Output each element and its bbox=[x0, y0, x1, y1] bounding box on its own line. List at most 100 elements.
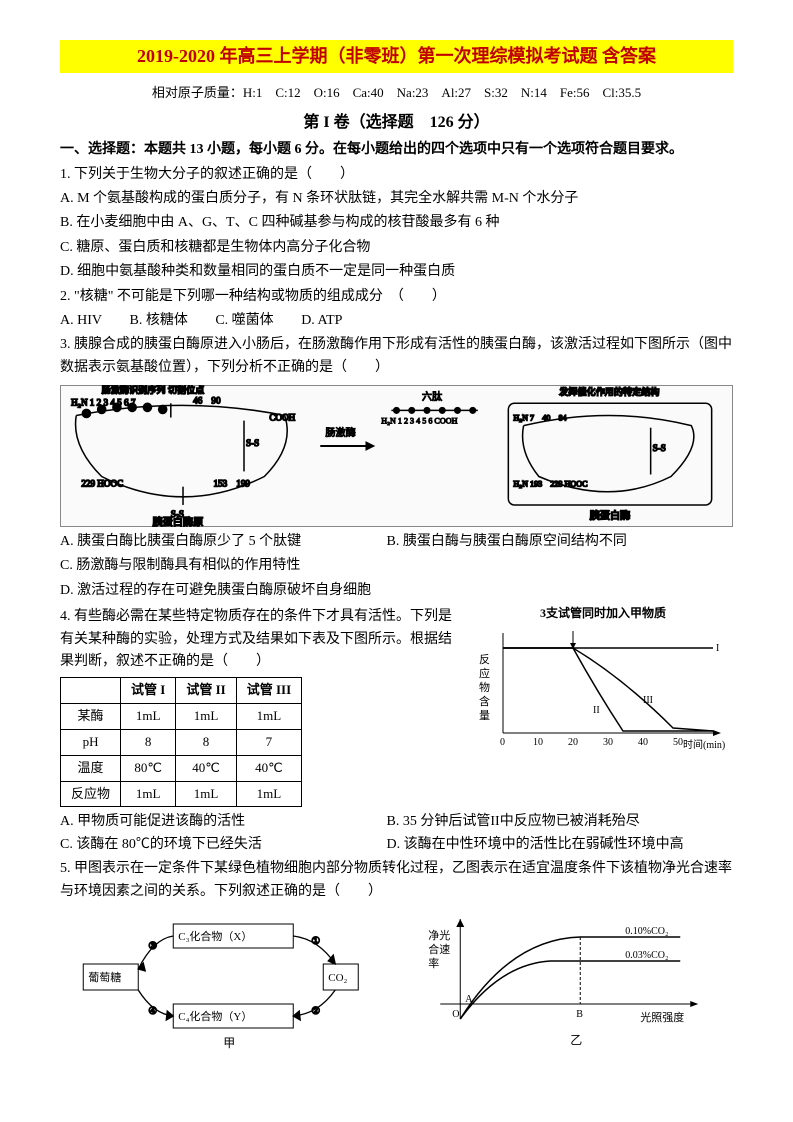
q4-opts-cd: C. 该酶在 80℃的环境下已经失活 D. 该酶在中性环境中的活性比在弱碱性环境… bbox=[60, 834, 733, 856]
svg-text:30: 30 bbox=[603, 737, 613, 748]
q1-opt-d: D. 细胞中氨基酸种类和数量相同的蛋白质不一定是同一种蛋白质 bbox=[60, 261, 733, 283]
q2-opt-c: C. 噬菌体 bbox=[215, 310, 273, 332]
q4-table: 试管 I 试管 II 试管 III 某酶1mL1mL1mL pH887 温度80… bbox=[60, 677, 302, 807]
q4-chart: 反 应 物 含 量 01020 304050 时间(min) I I bbox=[473, 623, 733, 753]
svg-text:率: 率 bbox=[428, 956, 439, 970]
q4-th-0 bbox=[61, 678, 121, 704]
svg-text:③: ③ bbox=[148, 941, 157, 952]
svg-text:光照强度: 光照强度 bbox=[640, 1010, 684, 1024]
q5-left-diagram: 葡萄糖 C₃化合物（X） CO₂ C₄化合物（Y） ③ ① ② ④ 甲 bbox=[60, 909, 387, 1049]
section-header: 第 I 卷（选择题 126 分） bbox=[60, 110, 733, 136]
atomic-mass-line: 相对原子质量：H:1 C:12 O:16 Ca:40 Na:23 Al:27 S… bbox=[60, 83, 733, 104]
q3-opt-a: A. 胰蛋白酶比胰蛋白酶原少了 5 个肽键 bbox=[60, 531, 383, 553]
svg-text:CO₂: CO₂ bbox=[328, 972, 347, 984]
svg-text:46 90: 46 90 bbox=[193, 395, 221, 405]
svg-text:含: 含 bbox=[479, 694, 490, 708]
svg-text:乙: 乙 bbox=[570, 1033, 582, 1047]
svg-text:量: 量 bbox=[479, 709, 490, 722]
q4-opts-ab: A. 甲物质可能促进该酶的活性 B. 35 分钟后试管II中反应物已被消耗殆尽 bbox=[60, 811, 733, 833]
svg-text:肠激酶: 肠激酶 bbox=[325, 426, 355, 439]
svg-text:合速: 合速 bbox=[428, 942, 450, 956]
svg-text:O: O bbox=[452, 1009, 459, 1020]
q4-opt-b: B. 35 分钟后试管II中反应物已被消耗殆尽 bbox=[387, 811, 710, 833]
svg-text:①: ① bbox=[311, 936, 320, 947]
svg-text:III: III bbox=[643, 695, 653, 706]
svg-text:H₂N 193 223 HOOC: H₂N 193 223 HOOC bbox=[513, 480, 587, 489]
q3-stem: 3. 胰腺合成的胰蛋白酶原进入小肠后，在肠激酶作用下形成有活性的胰蛋白酶，该激活… bbox=[60, 334, 733, 379]
cell: 8 bbox=[121, 730, 176, 756]
q2-options: A. HIV B. 核糖体 C. 噬菌体 D. ATP bbox=[60, 310, 733, 332]
q3-diagram: S-S S-S H₂N 1 2 3 4 5 6 7 46 90 COOH 153… bbox=[60, 385, 733, 527]
svg-text:I: I bbox=[716, 643, 719, 654]
q1-opt-b: B. 在小麦细胞中由 A、G、T、C 四种碱基参与构成的核苷酸最多有 6 种 bbox=[60, 212, 733, 234]
ylabel: 反 bbox=[479, 653, 490, 666]
q3-opt-c: C. 肠激酶与限制酶具有相似的作用特性 bbox=[60, 555, 733, 577]
q1-opt-c: C. 糖原、蛋白质和核糖都是生物体内高分子化合物 bbox=[60, 237, 733, 259]
q5-right-diagram: 净光 合速 率 光照强度 0.10%CO₂ 0.03%CO₂ O A B 乙 bbox=[407, 909, 734, 1049]
svg-text:胰蛋白酶: 胰蛋白酶 bbox=[590, 509, 631, 522]
cell: 40℃ bbox=[236, 755, 301, 781]
svg-text:C₄化合物（Y）: C₄化合物（Y） bbox=[178, 1009, 252, 1023]
cell: pH bbox=[61, 730, 121, 756]
cell: 7 bbox=[236, 730, 301, 756]
cell: 1mL bbox=[121, 781, 176, 807]
svg-text:六肽: 六肽 bbox=[422, 390, 442, 403]
q2-opt-b: B. 核糖体 bbox=[130, 310, 188, 332]
q3-options: A. 胰蛋白酶比胰蛋白酶原少了 5 个肽键 B. 胰蛋白酶与胰蛋白酶原空间结构不… bbox=[60, 531, 733, 553]
q1-opt-a: A. M 个氨基酸构成的蛋白质分子，有 N 条环状肽链，其完全水解共需 M-N … bbox=[60, 188, 733, 210]
q4-th-1: 试管 I bbox=[121, 678, 176, 704]
q4-opt-a: A. 甲物质可能促进该酶的活性 bbox=[60, 811, 383, 833]
cell: 80℃ bbox=[121, 755, 176, 781]
svg-text:应: 应 bbox=[479, 666, 490, 680]
svg-text:发挥催化作用的特定结构: 发挥催化作用的特定结构 bbox=[559, 386, 659, 397]
svg-text:50: 50 bbox=[673, 737, 683, 748]
xlabel: 时间(min) bbox=[683, 738, 725, 751]
svg-text:B: B bbox=[576, 1009, 583, 1020]
q2-opt-a: A. HIV bbox=[60, 310, 102, 332]
cell: 8 bbox=[176, 730, 236, 756]
svg-text:H₂N 7 40 84: H₂N 7 40 84 bbox=[513, 414, 566, 423]
svg-text:0.03%CO₂: 0.03%CO₂ bbox=[625, 950, 668, 961]
svg-text:COOH: COOH bbox=[269, 413, 295, 423]
q3-opt-d: D. 激活过程的存在可避免胰蛋白酶原破坏自身细胞 bbox=[60, 580, 733, 602]
cell: 1mL bbox=[236, 704, 301, 730]
svg-text:C₃化合物（X）: C₃化合物（X） bbox=[178, 929, 252, 943]
svg-text:胰蛋白酶原: 胰蛋白酶原 bbox=[153, 515, 204, 527]
cell: 1mL bbox=[236, 781, 301, 807]
q4-opt-d: D. 该酶在中性环境中的活性比在弱碱性环境中高 bbox=[387, 834, 710, 856]
svg-text:20: 20 bbox=[568, 737, 578, 748]
svg-text:A: A bbox=[465, 994, 473, 1005]
q5-stem: 5. 甲图表示在一定条件下某绿色植物细胞内部分物质转化过程，乙图表示在适宜温度条… bbox=[60, 858, 733, 903]
q4-opt-c: C. 该酶在 80℃的环境下已经失活 bbox=[60, 834, 383, 856]
cell: 温度 bbox=[61, 755, 121, 781]
svg-text:葡萄糖: 葡萄糖 bbox=[88, 970, 121, 984]
svg-text:S-S: S-S bbox=[246, 438, 259, 448]
cell: 40℃ bbox=[176, 755, 236, 781]
cell: 反应物 bbox=[61, 781, 121, 807]
svg-text:0.10%CO₂: 0.10%CO₂ bbox=[625, 926, 668, 937]
svg-text:153 199: 153 199 bbox=[214, 479, 251, 489]
svg-text:H₂N 1 2 3 4 5 6 COOH: H₂N 1 2 3 4 5 6 COOH bbox=[381, 417, 457, 426]
instructions: 一、选择题：本题共 13 小题，每小题 6 分。在每小题给出的四个选项中只有一个… bbox=[60, 139, 733, 161]
q4-th-2: 试管 II bbox=[176, 678, 236, 704]
page-title: 2019-2020 年高三上学期（非零班）第一次理综模拟考试题 含答案 bbox=[60, 40, 733, 73]
cell: 1mL bbox=[176, 704, 236, 730]
svg-text:H₂N 1 2 3 4 5 6 7: H₂N 1 2 3 4 5 6 7 bbox=[71, 397, 136, 407]
svg-text:②: ② bbox=[311, 1006, 320, 1017]
cell: 某酶 bbox=[61, 704, 121, 730]
q4-th-3: 试管 III bbox=[236, 678, 301, 704]
svg-text:物: 物 bbox=[479, 680, 490, 694]
svg-text:0: 0 bbox=[500, 737, 505, 748]
cell: 1mL bbox=[121, 704, 176, 730]
q1-stem: 1. 下列关于生物大分子的叙述正确的是（ ） bbox=[60, 164, 733, 186]
svg-text:净光: 净光 bbox=[428, 928, 450, 942]
svg-text:S-S: S-S bbox=[653, 443, 666, 453]
svg-text:肠激酶识别序列 切割位点: 肠激酶识别序列 切割位点 bbox=[102, 385, 205, 395]
svg-text:II: II bbox=[593, 705, 600, 716]
svg-text:40: 40 bbox=[638, 737, 648, 748]
cell: 1mL bbox=[176, 781, 236, 807]
svg-text:甲: 甲 bbox=[223, 1036, 235, 1049]
q2-stem: 2. "核糖" 不可能是下列哪一种结构或物质的组成成分 （ ） bbox=[60, 286, 733, 308]
q2-opt-d: D. ATP bbox=[301, 310, 342, 332]
q4-chart-title: 3支试管同时加入甲物质 bbox=[473, 604, 733, 623]
